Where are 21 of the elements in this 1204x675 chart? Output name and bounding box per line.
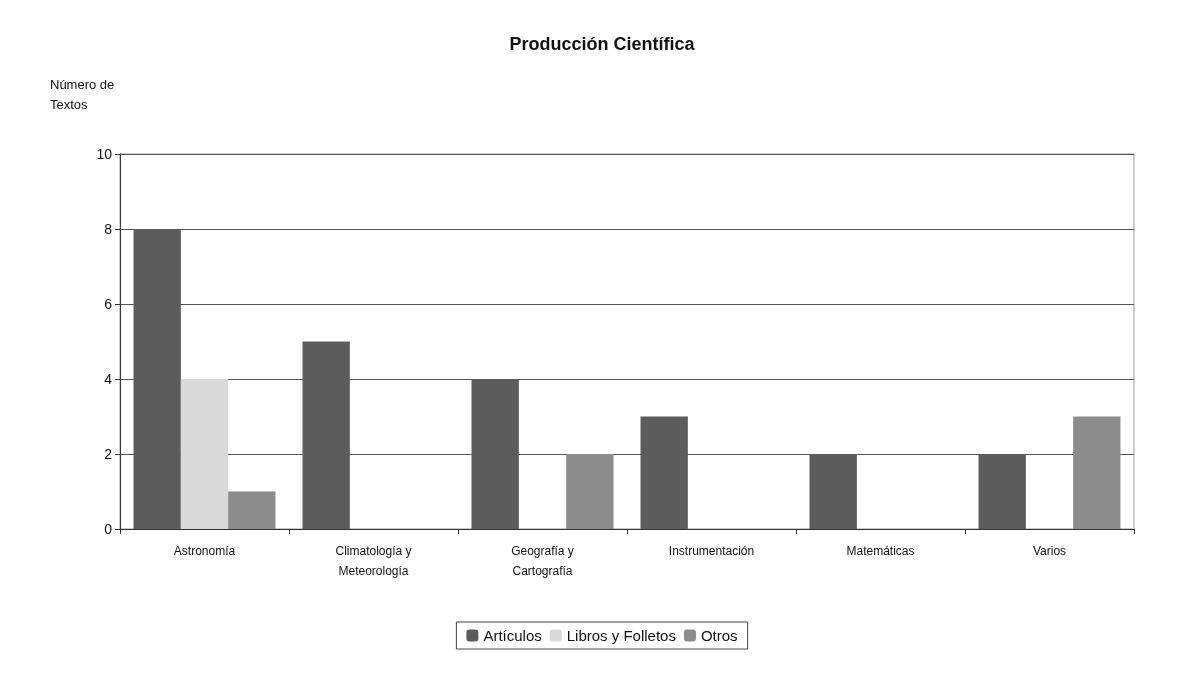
legend-label: Artículos	[483, 627, 542, 644]
x-tick-label: Geografía y Cartografía	[511, 544, 574, 578]
y-tick-label: 0	[104, 521, 113, 537]
y-tick-label: 10	[96, 146, 113, 162]
x-tick-label: Matemáticas	[846, 544, 915, 558]
bar	[1073, 416, 1121, 529]
legend-label: Libros y Folletos	[566, 627, 676, 644]
bar	[180, 379, 229, 529]
chart-title: Producción Científica	[509, 34, 696, 54]
x-tick-label: Climatología y Meteorología	[335, 544, 412, 578]
x-tick-label: Astronomía	[173, 544, 236, 558]
y-tick-label: 6	[104, 296, 113, 312]
x-tick-label: Varios	[1032, 544, 1067, 558]
x-tick-label: Instrumentación	[668, 544, 755, 558]
legend-label: Otros	[700, 627, 738, 644]
bar	[228, 491, 276, 529]
y-tick-label: 2	[104, 446, 113, 462]
y-tick-label: 4	[104, 371, 113, 387]
y-tick-label: 8	[104, 221, 113, 237]
y-axis-title: Número de Textos	[50, 76, 115, 112]
bar	[566, 454, 614, 529]
